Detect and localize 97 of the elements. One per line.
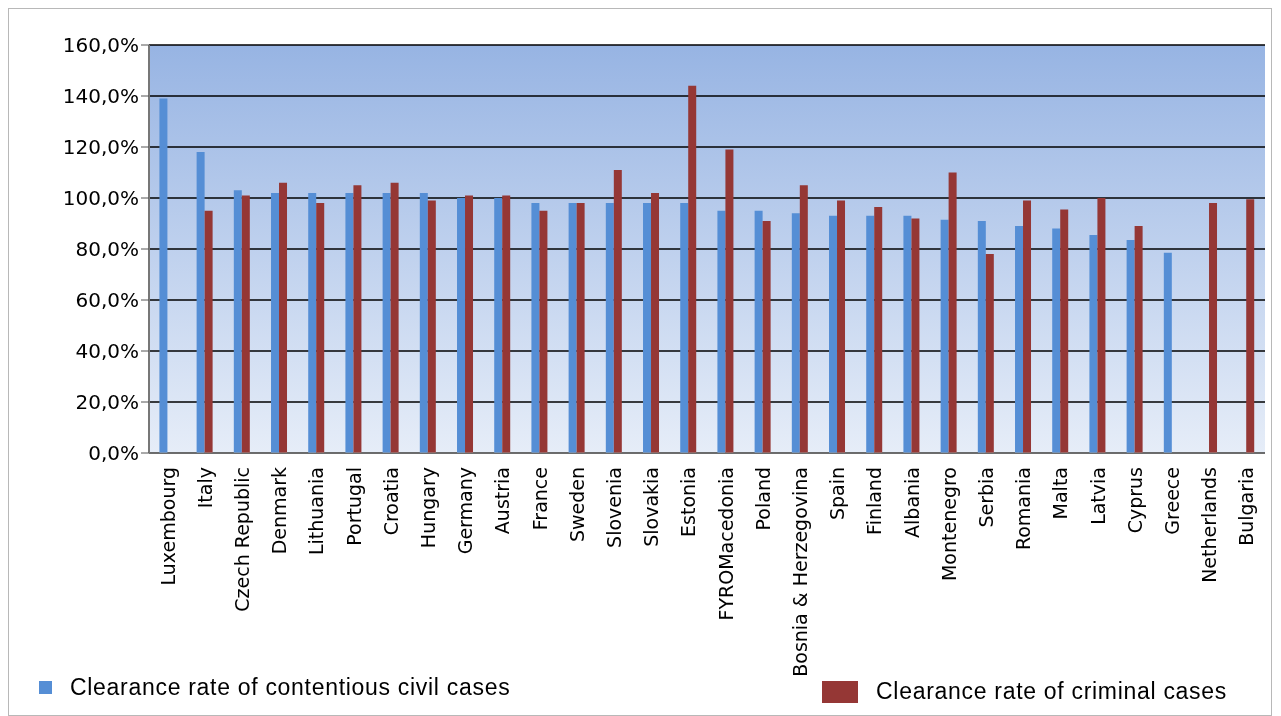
bar: [390, 182, 399, 453]
bar: [948, 172, 957, 453]
x-tick-label: Poland: [751, 467, 774, 531]
bar: [903, 215, 912, 453]
bar: [605, 203, 614, 453]
bar: [1209, 203, 1218, 453]
bar: [791, 213, 800, 453]
bar: [866, 215, 875, 453]
bar: [725, 149, 734, 453]
x-tick-label: Netherlands: [1198, 467, 1221, 583]
x-tick-label: FYROMacedonia: [714, 467, 737, 621]
x-tick-label: Italy: [193, 467, 216, 509]
bar: [799, 185, 808, 453]
bar: [1052, 228, 1061, 453]
bar: [985, 254, 994, 453]
bar: [531, 203, 540, 453]
x-tick-label: Serbia: [975, 467, 997, 528]
x-tick-label: Bulgaria: [1235, 467, 1258, 546]
bar: [1015, 226, 1024, 453]
bar: [382, 192, 391, 453]
x-tick-label: Slovakia: [640, 467, 663, 547]
bar: [717, 210, 726, 453]
bar: [754, 210, 763, 453]
bar: [1023, 200, 1032, 453]
bar: [1060, 209, 1069, 453]
bar: [271, 192, 280, 453]
bar: [643, 203, 652, 453]
bar: [762, 220, 771, 453]
bar: [465, 195, 474, 453]
x-tick-label: Romania: [1012, 467, 1035, 551]
bar: [1134, 226, 1143, 453]
x-tick-label: Lithuania: [305, 467, 328, 556]
y-tick-label: 80,0%: [75, 237, 139, 262]
x-tick-label: Czech Republic: [231, 467, 253, 612]
bar: [1089, 234, 1098, 453]
bar: [204, 210, 213, 453]
x-tick-label: France: [528, 467, 551, 531]
bar: [1246, 199, 1255, 453]
bar: [576, 203, 585, 453]
y-tick-label: 40,0%: [75, 339, 139, 364]
bar: [196, 152, 205, 453]
bar: [279, 182, 288, 453]
legend-label: Clearance rate of contentious civil cases: [70, 674, 511, 701]
bar: [613, 169, 622, 453]
bar: [353, 185, 362, 453]
bar: [457, 198, 466, 453]
bar: [837, 200, 846, 453]
x-tick-label: Estonia: [677, 467, 700, 537]
bar: [427, 200, 436, 453]
bar: [233, 190, 242, 453]
x-tick-label: Portugal: [342, 467, 365, 546]
y-tick-label: 160,0%: [62, 33, 139, 58]
bar: [1126, 240, 1135, 453]
x-tick-label: Austria: [491, 467, 514, 535]
bar: [568, 203, 577, 453]
bar: [502, 195, 511, 453]
x-tick-label: Slovenia: [603, 467, 625, 548]
bar: [494, 198, 503, 453]
bar: [241, 195, 250, 453]
bar: [419, 192, 428, 453]
x-tick-label: Malta: [1049, 467, 1072, 520]
x-tick-label: Finland: [863, 467, 886, 535]
y-tick-label: 0,0%: [88, 441, 139, 466]
bar: [308, 192, 317, 453]
x-tick-label: Cyprus: [1123, 467, 1146, 534]
bar: [911, 218, 920, 453]
bar: [159, 98, 168, 453]
x-tick-label: Denmark: [268, 467, 291, 555]
bar: [316, 203, 325, 453]
x-tick-label: Spain: [826, 467, 849, 521]
bar: [1163, 252, 1172, 453]
bar: [680, 203, 689, 453]
x-tick-label: Luxembourg: [156, 467, 179, 586]
x-tick-label: Sweden: [565, 467, 588, 543]
x-tick-label: Latvia: [1086, 467, 1109, 525]
y-tick-label: 20,0%: [75, 390, 139, 415]
bar: [940, 219, 949, 453]
x-tick-label: Croatia: [379, 467, 402, 536]
bar: [651, 192, 660, 453]
x-tick-label: Bosnia & Herzegovina: [789, 467, 811, 677]
x-tick-label: Greece: [1161, 467, 1183, 535]
y-tick-label: 140,0%: [62, 84, 139, 109]
y-tick-label: 60,0%: [75, 288, 139, 313]
y-tick-label: 120,0%: [62, 135, 139, 160]
bar: [829, 215, 838, 453]
bar: [977, 220, 986, 453]
bar: [539, 210, 548, 453]
y-tick-label: 100,0%: [62, 186, 139, 211]
x-tick-label: Albania: [900, 467, 923, 538]
x-tick-label: Hungary: [417, 467, 439, 549]
bar: [688, 85, 697, 453]
bar: [1097, 198, 1106, 453]
x-tick-label: Germany: [454, 467, 477, 555]
x-tick-label: Montenegro: [937, 467, 960, 582]
legend-label: Clearance rate of criminal cases: [876, 678, 1227, 705]
bar: [874, 206, 883, 453]
bar: [345, 192, 354, 453]
